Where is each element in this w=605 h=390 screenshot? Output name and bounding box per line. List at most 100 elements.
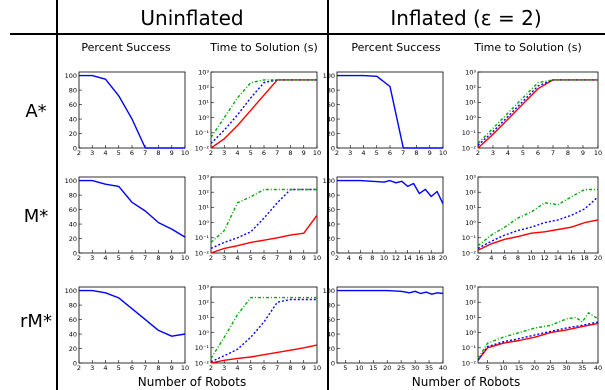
y-tick-label: 40 xyxy=(327,330,335,338)
x-tick-label: 10 xyxy=(313,149,321,157)
y-tick-label: 0 xyxy=(73,144,77,152)
x-tick-label: 9 xyxy=(170,149,174,157)
x-tick-label: 16 xyxy=(415,254,423,262)
y-tick-label: 20 xyxy=(327,235,335,243)
percent-success-header-uninflated: Percent Success xyxy=(81,41,170,54)
y-tick-label: 100 xyxy=(323,72,335,80)
y-tick-label: 10² xyxy=(465,299,476,307)
y-tick-label: 80 xyxy=(69,301,77,309)
uninflated-header: Uninflated xyxy=(140,6,243,30)
y-tick-label: 100 xyxy=(65,287,77,295)
y-tick-label: 10¹ xyxy=(198,204,209,212)
x-tick-label: 9 xyxy=(302,149,306,157)
x-tick-label: 40 xyxy=(439,364,447,372)
x-tick-label: 20 xyxy=(594,254,602,262)
y-tick-label: 80 xyxy=(327,86,335,94)
x-tick-label: 15 xyxy=(369,364,377,372)
y-tick-label: 60 xyxy=(327,316,335,324)
x-tick-label: 2 xyxy=(77,364,81,372)
x-tick-label: 5 xyxy=(485,364,489,372)
x-tick-label: 8 xyxy=(288,364,292,372)
x-axis-label-inflated: Number of Robots xyxy=(412,375,520,389)
y-tick-label: 10⁰ xyxy=(198,114,209,122)
axes-frame xyxy=(477,176,599,254)
x-tick-label: 5 xyxy=(249,364,253,372)
x-tick-label: 2 xyxy=(335,149,339,157)
y-tick-label: 0 xyxy=(331,144,335,152)
y-tick-label: 0 xyxy=(73,249,77,257)
y-tick-label: 40 xyxy=(69,330,77,338)
series-line-red xyxy=(477,79,598,149)
series-line-red xyxy=(210,214,318,254)
x-tick-label: 10 xyxy=(313,364,321,372)
axes-frame xyxy=(336,176,444,254)
x-tick-label: 10 xyxy=(181,149,189,157)
x-tick-label: 8 xyxy=(414,149,418,157)
y-tick-label: 10² xyxy=(198,189,209,197)
x-tick-label: 2 xyxy=(476,254,480,262)
y-tick-label: 60 xyxy=(69,101,77,109)
series-line-green xyxy=(210,188,317,243)
x-tick-label: 15 xyxy=(515,364,523,372)
x-tick-label: 5 xyxy=(343,364,347,372)
y-tick-label: 20 xyxy=(69,130,77,138)
x-tick-label: 2 xyxy=(335,254,339,262)
subplot-M*-uninflated-time: 2 3 4 5 6 7 8 9 10 10⁻² 10⁻¹ 10⁰ 10¹ 10² 10³ xyxy=(195,173,321,262)
subplot-A*-uninflated-time: 2 3 4 5 6 7 8 9 10 10⁻² 10⁻¹ 10⁰ 10¹ 10² 10³ xyxy=(195,68,321,157)
y-tick-label: 60 xyxy=(69,316,77,324)
x-tick-label: 9 xyxy=(170,254,174,262)
x-tick-label: 6 xyxy=(262,254,266,262)
x-tick-label: 12 xyxy=(541,254,549,262)
x-tick-label: 18 xyxy=(427,254,435,262)
row-label-m-star: M* xyxy=(24,206,49,227)
y-tick-label: 100 xyxy=(323,287,335,295)
x-tick-label: 5 xyxy=(375,149,379,157)
y-tick-label: 10⁰ xyxy=(465,114,476,122)
x-tick-label: 6 xyxy=(503,254,507,262)
y-tick-label: 10⁻² xyxy=(462,249,477,257)
x-tick-label: 20 xyxy=(531,364,539,372)
x-tick-label: 7 xyxy=(143,149,147,157)
x-tick-label: 3 xyxy=(222,254,226,262)
y-tick-label: 10¹ xyxy=(198,99,209,107)
x-tick-label: 6 xyxy=(536,149,540,157)
x-tick-label: 10 xyxy=(499,364,507,372)
y-tick-label: 10⁻² xyxy=(195,359,210,367)
series-line-green xyxy=(477,312,599,359)
x-tick-label: 4 xyxy=(103,364,107,372)
x-tick-label: 12 xyxy=(392,254,400,262)
x-tick-label: 3 xyxy=(348,149,352,157)
y-tick-label: 10³ xyxy=(465,173,476,181)
x-tick-label: 4 xyxy=(235,149,239,157)
x-tick-label: 8 xyxy=(156,254,160,262)
y-tick-label: 10⁰ xyxy=(198,219,209,227)
series-line-green xyxy=(210,79,317,138)
x-tick-label: 16 xyxy=(567,254,575,262)
x-tick-label: 8 xyxy=(156,364,160,372)
x-tick-label: 4 xyxy=(103,254,107,262)
y-tick-label: 40 xyxy=(69,115,77,123)
x-tick-label: 7 xyxy=(143,254,147,262)
x-tick-label: 2 xyxy=(209,149,213,157)
x-tick-label: 18 xyxy=(581,254,589,262)
x-tick-label: 5 xyxy=(117,364,121,372)
x-tick-label: 9 xyxy=(428,149,432,157)
y-tick-label: 10¹ xyxy=(465,314,476,322)
x-tick-label: 4 xyxy=(489,254,493,262)
x-axis-label-uninflated: Number of Robots xyxy=(138,375,246,389)
y-tick-label: 10⁻² xyxy=(195,144,210,152)
y-tick-label: 10² xyxy=(465,189,476,197)
y-tick-label: 10³ xyxy=(198,283,209,291)
x-tick-label: 8 xyxy=(566,149,570,157)
series-line-green xyxy=(477,79,598,144)
x-tick-label: 2 xyxy=(77,149,81,157)
y-tick-label: 60 xyxy=(69,206,77,214)
x-tick-label: 9 xyxy=(302,364,306,372)
subplot-M*-inflated-percent: 2 4 6 8 10 12 14 16 18 20 0 20 40 60 80 100 xyxy=(323,176,447,262)
x-tick-label: 4 xyxy=(361,149,365,157)
axes-frame xyxy=(78,71,186,149)
